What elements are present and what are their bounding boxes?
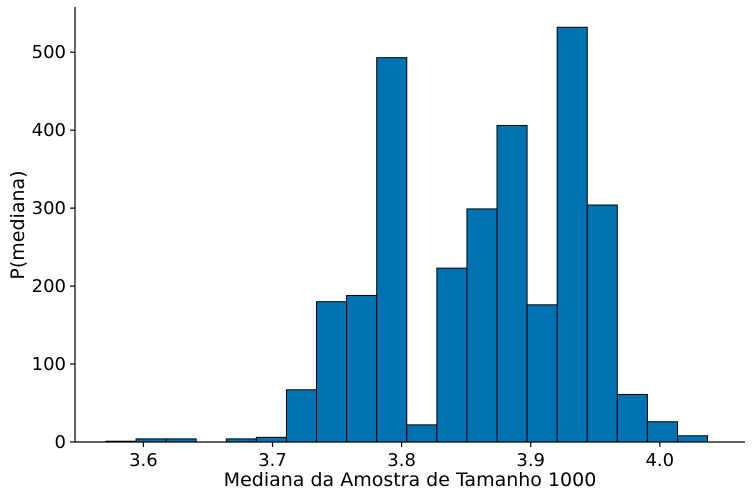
y-ticks-group: 0 100 200 300 400 500 — [32, 42, 75, 453]
histogram-bar-18 — [616, 393, 648, 443]
histogram-bar-14 — [496, 124, 528, 443]
histogram-bar-9 — [346, 294, 378, 443]
histogram-bar-16 — [556, 26, 588, 443]
histogram-bar-6 — [255, 436, 287, 443]
y-tick-label: 0 — [55, 432, 66, 453]
y-tick-label: 500 — [32, 42, 66, 63]
x-tick-label: 3.7 — [258, 450, 287, 471]
x-tick-label: 3.6 — [129, 450, 158, 471]
histogram-bar-7 — [285, 389, 318, 443]
x-tick-label: 4.0 — [645, 450, 674, 471]
y-tick-label: 300 — [32, 198, 66, 219]
histogram-bar-11 — [406, 424, 438, 443]
x-axis-label: Mediana da Amostra de Tamanho 1000 — [224, 469, 597, 491]
histogram-bar-19 — [646, 421, 678, 443]
y-axis-label: P(mediana) — [7, 170, 29, 279]
y-tick-label: 100 — [32, 354, 66, 375]
x-tick-label: 3.9 — [516, 450, 545, 471]
bars-group — [105, 26, 709, 443]
histogram-bar-10 — [376, 57, 408, 443]
x-ticks-group: 3.6 3.7 3.8 3.9 4.0 — [129, 442, 674, 471]
y-tick-label: 400 — [32, 120, 66, 141]
histogram-bar-17 — [586, 204, 618, 443]
x-tick-label: 3.8 — [387, 450, 416, 471]
histogram-bar-15 — [526, 304, 558, 443]
histogram-bar-12 — [436, 267, 468, 443]
y-tick-label: 200 — [32, 276, 66, 297]
histogram-bar-13 — [466, 208, 498, 443]
histogram-bar-20 — [676, 435, 709, 443]
histogram-bar-8 — [316, 301, 348, 443]
